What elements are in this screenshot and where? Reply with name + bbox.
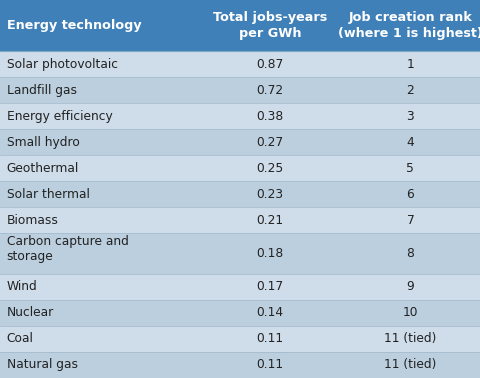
Text: 0.18: 0.18 [256,247,284,260]
Text: Wind: Wind [7,280,37,293]
Text: Landfill gas: Landfill gas [7,84,77,97]
Text: Solar thermal: Solar thermal [7,188,90,201]
Text: 10: 10 [403,306,418,319]
Text: 6: 6 [407,188,414,201]
Text: Energy efficiency: Energy efficiency [7,110,112,123]
Bar [341,274,480,300]
Bar [341,208,480,233]
Bar [0,155,199,181]
Bar [0,208,199,233]
Bar [341,352,480,378]
Bar [199,155,341,181]
Bar [0,103,199,129]
Text: Biomass: Biomass [7,214,59,227]
Text: 0.23: 0.23 [256,188,284,201]
Bar [341,51,480,77]
Bar [199,300,341,326]
Bar [199,274,341,300]
Text: Energy technology: Energy technology [7,19,141,32]
Text: 0.38: 0.38 [256,110,284,123]
Text: Job creation rank
(where 1 is highest): Job creation rank (where 1 is highest) [338,11,480,40]
Text: 0.27: 0.27 [256,136,284,149]
Bar [199,181,341,208]
Text: 3: 3 [407,110,414,123]
Text: Carbon capture and
storage: Carbon capture and storage [7,235,129,263]
Text: Solar photovoltaic: Solar photovoltaic [7,57,118,71]
Bar [199,51,341,77]
Bar [0,274,199,300]
Text: 9: 9 [407,280,414,293]
Bar [0,352,199,378]
Text: 0.11: 0.11 [256,332,284,345]
Bar [199,326,341,352]
Text: 4: 4 [407,136,414,149]
Bar [341,77,480,103]
Bar [341,0,480,51]
Text: 11 (tied): 11 (tied) [384,358,437,372]
Bar [0,0,199,51]
Text: 1: 1 [407,57,414,71]
Bar [0,51,199,77]
Bar [0,326,199,352]
Text: Coal: Coal [7,332,34,345]
Bar [341,326,480,352]
Text: 5: 5 [407,162,414,175]
Text: Nuclear: Nuclear [7,306,54,319]
Text: 0.14: 0.14 [256,306,284,319]
Text: 0.11: 0.11 [256,358,284,372]
Bar [199,77,341,103]
Text: Total jobs-years
per GWh: Total jobs-years per GWh [213,11,327,40]
Bar [341,181,480,208]
Text: 0.72: 0.72 [256,84,284,97]
Bar [341,129,480,155]
Bar [0,77,199,103]
Bar [199,233,341,274]
Text: 8: 8 [407,247,414,260]
Bar [0,300,199,326]
Bar [0,233,199,274]
Text: Small hydro: Small hydro [7,136,80,149]
Bar [199,0,341,51]
Text: 7: 7 [407,214,414,227]
Bar [341,300,480,326]
Bar [341,233,480,274]
Text: Geothermal: Geothermal [7,162,79,175]
Bar [199,103,341,129]
Bar [0,129,199,155]
Bar [341,155,480,181]
Text: Natural gas: Natural gas [7,358,78,372]
Text: 0.87: 0.87 [256,57,284,71]
Bar [0,181,199,208]
Text: 2: 2 [407,84,414,97]
Bar [199,208,341,233]
Text: 0.21: 0.21 [256,214,284,227]
Text: 11 (tied): 11 (tied) [384,332,437,345]
Bar [199,129,341,155]
Text: 0.17: 0.17 [256,280,284,293]
Bar [199,352,341,378]
Text: 0.25: 0.25 [256,162,284,175]
Bar [341,103,480,129]
